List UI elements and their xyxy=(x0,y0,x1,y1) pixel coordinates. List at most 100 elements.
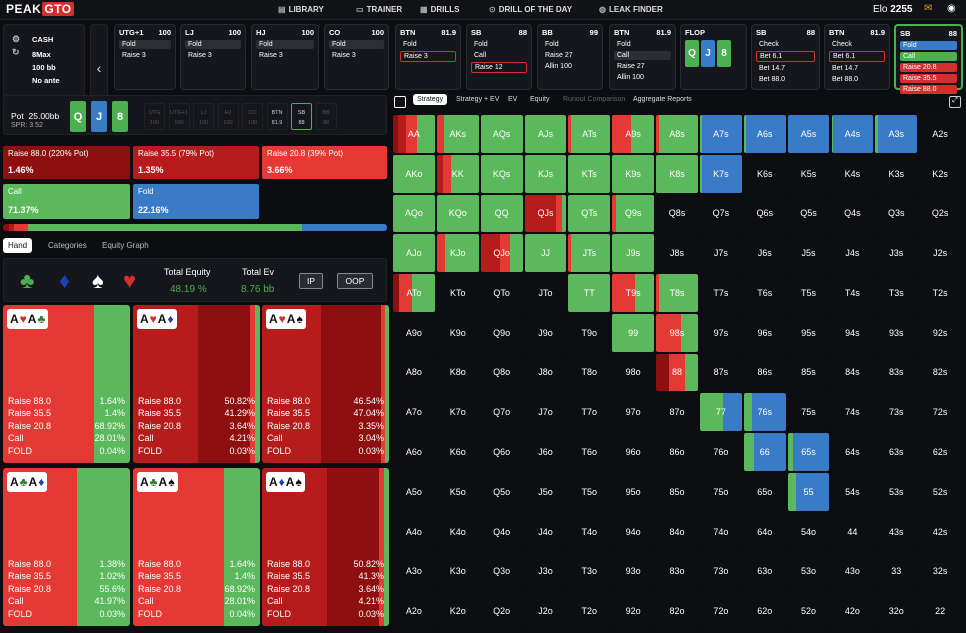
strategy-call-3[interactable]: Call 71.37% xyxy=(3,184,130,219)
tab-categories[interactable]: Categories xyxy=(48,241,87,250)
hand-cell-83o[interactable]: 83o xyxy=(655,551,699,592)
toolbar-strategy-ev[interactable]: Strategy + EV xyxy=(456,96,500,103)
hand-cell-kk[interactable]: KK xyxy=(435,153,480,194)
combo-card[interactable]: A ♥ A ♠ Raise 88.0 46.54% Raise 35.5 47.04% Rais… xyxy=(262,305,389,463)
hand-cell-q8s[interactable]: Q8s xyxy=(655,193,699,234)
nav-trainer[interactable]: ▭ TRAINER xyxy=(356,5,402,14)
hand-cell-j7s[interactable]: J7s xyxy=(698,233,743,274)
tab-hand[interactable]: Hand xyxy=(3,238,33,253)
hand-cell-74o[interactable]: 74o xyxy=(698,511,743,552)
action-option[interactable]: Fold xyxy=(900,41,957,50)
hand-cell-92o[interactable]: 92o xyxy=(611,591,656,631)
hand-cell-86s[interactable]: 86s xyxy=(742,352,787,393)
hand-cell-k6o[interactable]: K6o xyxy=(435,432,480,472)
hand-cell-32o[interactable]: 32o xyxy=(874,591,919,631)
nav-drill-of-the-day[interactable]: ⊙ DRILL OF THE DAY xyxy=(489,5,572,14)
hand-cell-52o[interactable]: 52o xyxy=(786,591,831,631)
action-card-co[interactable]: CO 100 Fold Raise 3 xyxy=(324,24,389,90)
action-option[interactable]: Call xyxy=(614,51,671,60)
action-option[interactable]: Bet 6.1 xyxy=(756,51,815,62)
hand-cell-t4o[interactable]: T4o xyxy=(567,511,612,552)
strategy-raise-0[interactable]: Raise 88.0 (220% Pot) 1.46% xyxy=(3,146,130,179)
hand-cell-jto[interactable]: JTo xyxy=(523,273,568,313)
hand-cell-63s[interactable]: 63s xyxy=(874,432,919,472)
hand-cell-j3o[interactable]: J3o xyxy=(523,551,568,592)
action-option[interactable]: Raise 3 xyxy=(122,52,146,59)
hand-cell-j8s[interactable]: J8s xyxy=(655,233,699,274)
nav-drills[interactable]: ▦ DRILLS xyxy=(420,5,459,14)
nav-library[interactable]: ▤ LIBRARY xyxy=(278,5,324,14)
hand-cell-tt[interactable]: TT xyxy=(567,273,612,313)
hand-cell-k2s[interactable]: K2s xyxy=(918,153,963,194)
hand-cell-65o[interactable]: 65o xyxy=(742,471,787,512)
hand-cell-a7o[interactable]: A7o xyxy=(392,392,436,433)
hand-cell-76o[interactable]: 76o xyxy=(698,432,743,472)
hand-cell-j2s[interactable]: J2s xyxy=(918,233,963,274)
hand-cell-a4s[interactable]: A4s xyxy=(830,114,875,154)
hand-cell-q9s[interactable]: Q9s xyxy=(611,193,656,234)
action-card-sb[interactable]: SB 88 Check Bet 6.1 Bet 14.7 Bet 88.0 xyxy=(751,24,820,90)
hand-cell-98s[interactable]: 98s xyxy=(655,312,699,353)
hand-cell-kjo[interactable]: KJo xyxy=(435,233,480,274)
action-option[interactable]: Allin 100 xyxy=(617,74,644,81)
seat-co[interactable]: CO 100 xyxy=(242,103,263,130)
hand-cell-q2o[interactable]: Q2o xyxy=(479,591,524,631)
hand-cell-63o[interactable]: 63o xyxy=(742,551,787,592)
hand-cell-73s[interactable]: 73s xyxy=(874,392,919,433)
action-card-btn[interactable]: BTN 81.9 Check Bet 6.1 Bet 14.7 Bet 88.0 xyxy=(824,24,890,90)
hand-cell-86o[interactable]: 86o xyxy=(655,432,699,472)
hand-cell-a2s[interactable]: A2s xyxy=(918,114,963,154)
hand-cell-87o[interactable]: 87o xyxy=(655,392,699,433)
hand-cell-95s[interactable]: 95s xyxy=(786,312,831,353)
chat-icon[interactable]: ✉ xyxy=(924,3,933,14)
action-option[interactable]: Raise 3 xyxy=(259,52,283,59)
hand-cell-q5o[interactable]: Q5o xyxy=(479,471,524,512)
expand-icon[interactable]: ⤢ xyxy=(949,96,961,108)
hand-cell-92s[interactable]: 92s xyxy=(918,312,963,353)
hand-cell-82s[interactable]: 82s xyxy=(918,352,963,393)
hand-cell-t6o[interactable]: T6o xyxy=(567,432,612,472)
heart-suit-icon[interactable]: ♥ xyxy=(123,268,137,293)
hand-cell-53s[interactable]: 53s xyxy=(874,471,919,512)
hand-cell-k8o[interactable]: K8o xyxy=(435,352,480,393)
seat-bb[interactable]: BB 88 xyxy=(315,103,337,130)
hand-cell-j4o[interactable]: J4o xyxy=(523,511,568,552)
action-option[interactable]: Raise 88.0 xyxy=(900,85,957,94)
hand-cell-96s[interactable]: 96s xyxy=(742,312,787,353)
hand-cell-qjo[interactable]: QJo xyxy=(479,233,524,274)
hand-cell-t5o[interactable]: T5o xyxy=(567,471,612,512)
hand-cell-qts[interactable]: QTs xyxy=(567,193,612,234)
hand-cell-83s[interactable]: 83s xyxy=(874,352,919,393)
hand-cell-44[interactable]: 44 xyxy=(830,511,875,552)
hand-cell-q6o[interactable]: Q6o xyxy=(479,432,524,472)
action-card-utgp1[interactable]: UTG+1 100 Fold Raise 3 xyxy=(114,24,176,90)
hand-cell-a5o[interactable]: A5o xyxy=(392,471,436,512)
hand-cell-k9s[interactable]: K9s xyxy=(611,153,656,194)
action-option[interactable]: Raise 35.5 xyxy=(900,74,957,83)
hand-cell-q7s[interactable]: Q7s xyxy=(698,193,743,234)
spade-suit-icon[interactable]: ♠ xyxy=(92,268,104,293)
hand-cell-k5o[interactable]: K5o xyxy=(435,471,480,512)
hand-cell-j4s[interactable]: J4s xyxy=(830,233,875,274)
hand-cell-75s[interactable]: 75s xyxy=(786,392,831,433)
hand-cell-42s[interactable]: 42s xyxy=(918,511,963,552)
hand-cell-qq[interactable]: QQ xyxy=(479,193,524,234)
hand-cell-k7s[interactable]: K7s xyxy=(698,153,743,194)
hand-cell-33[interactable]: 33 xyxy=(874,551,919,592)
hand-cell-a9o[interactable]: A9o xyxy=(392,312,436,353)
hand-cell-62s[interactable]: 62s xyxy=(918,432,963,472)
hand-cell-t5s[interactable]: T5s xyxy=(786,273,831,313)
action-option[interactable]: Bet 14.7 xyxy=(832,65,859,72)
action-option[interactable]: Allin 100 xyxy=(545,63,572,70)
hand-cell-72o[interactable]: 72o xyxy=(698,591,743,631)
hand-cell-q4o[interactable]: Q4o xyxy=(479,511,524,552)
hand-cell-j5o[interactable]: J5o xyxy=(523,471,568,512)
action-option[interactable]: Raise 12 xyxy=(471,62,527,73)
hand-cell-k7o[interactable]: K7o xyxy=(435,392,480,433)
nav-leak-finder[interactable]: ◍ LEAK FINDER xyxy=(599,5,663,14)
hand-cell-64o[interactable]: 64o xyxy=(742,511,787,552)
hand-cell-ajo[interactable]: AJo xyxy=(392,233,436,274)
seat-utg[interactable]: UTG 100 xyxy=(144,103,165,130)
toolbar-strategy[interactable]: Strategy xyxy=(413,94,448,105)
hand-cell-t7s[interactable]: T7s xyxy=(698,273,743,313)
